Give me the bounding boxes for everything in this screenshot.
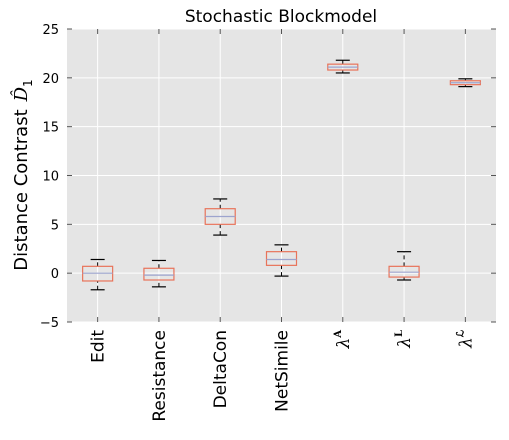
x-tick-label-base: λ [395, 337, 415, 349]
x-tick-label: λL [394, 330, 415, 349]
x-tick-label-base: λ [456, 337, 476, 349]
x-tick-label-superscript: ℒ [455, 330, 466, 337]
box-iqr [265, 251, 298, 266]
y-tick-label: 25 [42, 23, 59, 38]
y-tick-label: 10 [42, 170, 59, 185]
box-3 [265, 244, 298, 277]
x-tick-label: DeltaCon [211, 330, 231, 408]
y-axis-label: Distance Contrast D̂1 [10, 79, 35, 270]
box-0 [82, 258, 114, 291]
y-tick-label: 5 [51, 218, 59, 233]
y-tick-label: −5 [40, 316, 59, 331]
y-axis-label-symbol: D̂ [10, 86, 32, 102]
box-series [82, 59, 481, 291]
x-tick-label: λℒ [455, 330, 476, 349]
x-tick-label: λA [333, 330, 354, 350]
x-tick-label: Edit [89, 330, 109, 363]
box-6 [449, 78, 481, 88]
y-tick-label: 15 [42, 121, 59, 136]
x-tick-label: Resistance [150, 330, 170, 422]
y-tick-label: 20 [42, 72, 59, 87]
chart-title: Stochastic Blockmodel [185, 7, 377, 27]
axis-ticks [67, 28, 496, 323]
box-1 [143, 259, 175, 288]
y-axis-label-text: Distance Contrast [11, 109, 32, 270]
box-4 [327, 59, 359, 74]
box-2 [204, 198, 236, 236]
box-5 [388, 251, 420, 281]
y-tick-labels: −5 0 5 10 15 20 25 [40, 23, 59, 331]
x-tick-label-superscript: A [333, 330, 344, 339]
box-iqr [143, 267, 175, 281]
x-tick-label-superscript: L [394, 330, 405, 337]
y-tick-label: 0 [51, 267, 59, 282]
x-tick-label: NetSimile [273, 330, 293, 412]
x-tick-label-base: λ [334, 338, 354, 350]
y-axis-label-subscript: 1 [21, 79, 35, 87]
